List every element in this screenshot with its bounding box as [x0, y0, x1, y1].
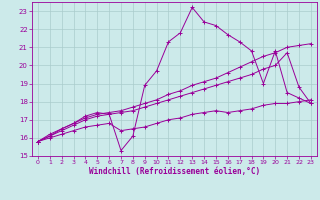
X-axis label: Windchill (Refroidissement éolien,°C): Windchill (Refroidissement éolien,°C)	[89, 167, 260, 176]
